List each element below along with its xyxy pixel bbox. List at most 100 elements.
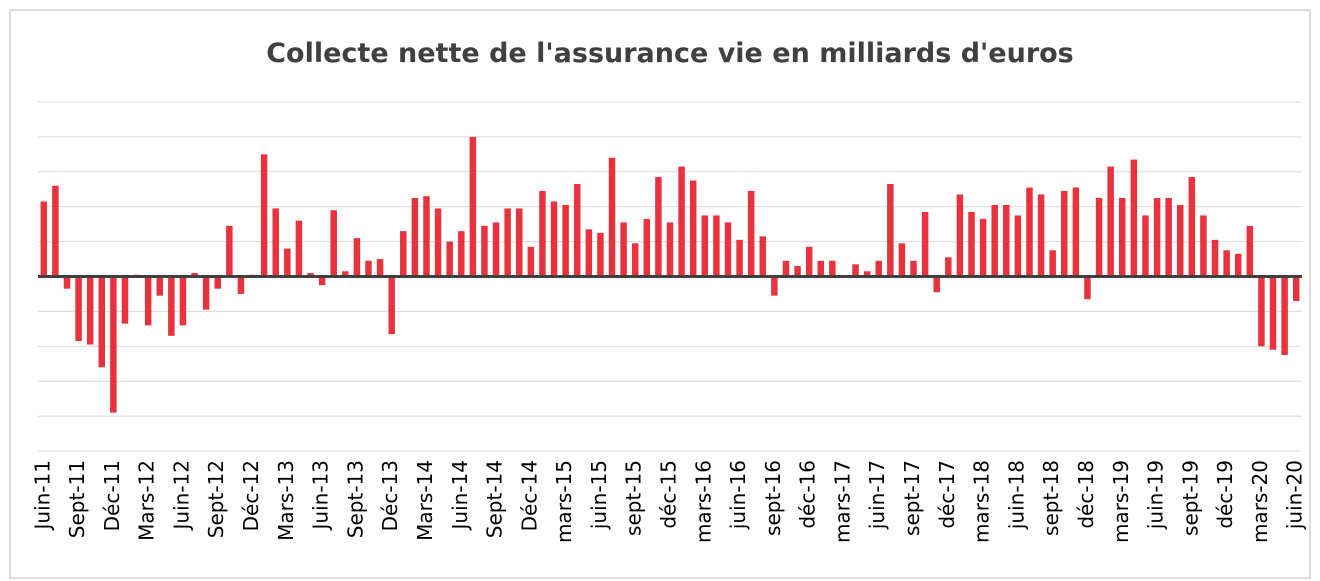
bar bbox=[237, 276, 245, 294]
x-tick-label: Sept-12 bbox=[204, 460, 228, 538]
bar bbox=[782, 260, 790, 277]
bar bbox=[1003, 204, 1010, 277]
bar bbox=[666, 222, 674, 277]
bar bbox=[376, 259, 384, 277]
x-tick-label: Juin-11 bbox=[30, 460, 54, 531]
bar bbox=[1026, 187, 1033, 277]
bar bbox=[1119, 197, 1126, 277]
bar bbox=[829, 260, 836, 277]
bar bbox=[191, 273, 198, 277]
x-tick-label: mars-17 bbox=[830, 460, 854, 543]
bar bbox=[121, 276, 129, 324]
x-tick-label: juin-20 bbox=[1283, 460, 1307, 530]
bar bbox=[910, 260, 917, 277]
bar bbox=[1095, 197, 1103, 277]
bar bbox=[504, 208, 511, 277]
bar bbox=[736, 239, 743, 277]
bar bbox=[921, 211, 929, 277]
bar bbox=[1142, 215, 1149, 277]
x-tick-label: juin-15 bbox=[587, 460, 611, 530]
bar bbox=[1200, 215, 1207, 277]
x-tick-label: juin-18 bbox=[1004, 460, 1028, 530]
bar bbox=[40, 201, 48, 277]
bar bbox=[434, 208, 442, 277]
bar bbox=[307, 273, 314, 277]
bar bbox=[817, 260, 824, 277]
x-tick-label: sept-18 bbox=[1039, 460, 1063, 536]
x-tick-label: Sept-11 bbox=[65, 460, 89, 538]
bar bbox=[759, 236, 767, 277]
bar bbox=[689, 180, 697, 277]
x-tick-label: Mars-14 bbox=[413, 460, 437, 541]
bar bbox=[388, 276, 395, 335]
x-tick-label: Déc-11 bbox=[100, 460, 124, 531]
bar bbox=[956, 194, 964, 277]
bar bbox=[724, 222, 732, 277]
bar bbox=[469, 136, 477, 277]
x-tick-label: Déc-13 bbox=[378, 460, 402, 531]
x-tick-label: mars-20 bbox=[1248, 460, 1272, 543]
x-tick-label: Mars-13 bbox=[274, 460, 298, 541]
bar bbox=[1246, 225, 1254, 277]
x-tick-label: Juin-14 bbox=[448, 460, 472, 531]
bar bbox=[400, 231, 407, 277]
bar bbox=[1084, 276, 1091, 300]
bar bbox=[527, 246, 535, 277]
bar bbox=[98, 276, 106, 368]
bar bbox=[1234, 253, 1242, 277]
x-tick-label: mars-15 bbox=[552, 460, 576, 543]
bar bbox=[747, 190, 755, 277]
bar bbox=[1292, 276, 1300, 301]
bar bbox=[1165, 197, 1172, 277]
bar bbox=[933, 276, 940, 293]
bar bbox=[260, 154, 268, 277]
bar bbox=[156, 276, 164, 296]
x-tick-label: Déc-14 bbox=[517, 460, 541, 531]
bar bbox=[678, 166, 685, 277]
bar bbox=[353, 238, 361, 277]
bar bbox=[1281, 276, 1288, 356]
bar bbox=[875, 260, 882, 277]
bar bbox=[701, 215, 709, 277]
x-tick-label: juin-17 bbox=[865, 460, 889, 530]
x-tick-label: déc-18 bbox=[1074, 460, 1098, 529]
bar bbox=[968, 211, 975, 277]
bar bbox=[771, 276, 778, 296]
bar bbox=[75, 276, 82, 342]
bar bbox=[1061, 190, 1068, 277]
bar bbox=[1188, 177, 1196, 277]
x-tick-label: sept-19 bbox=[1178, 460, 1202, 536]
bar bbox=[887, 184, 894, 277]
bar bbox=[1258, 276, 1265, 347]
bar bbox=[63, 276, 71, 289]
x-tick-label: Juin-13 bbox=[309, 460, 333, 531]
bar bbox=[284, 248, 291, 277]
x-tick-label: mars-16 bbox=[691, 460, 715, 543]
chart-frame bbox=[9, 9, 1311, 579]
x-tick-label: déc-17 bbox=[935, 460, 959, 529]
bar bbox=[365, 260, 372, 277]
bar bbox=[516, 208, 523, 277]
bar bbox=[1014, 215, 1022, 277]
bar bbox=[945, 257, 952, 277]
bar bbox=[318, 276, 326, 286]
bar bbox=[423, 196, 430, 277]
bar bbox=[979, 218, 987, 277]
bar bbox=[898, 243, 906, 277]
x-tick-label: Juin-12 bbox=[169, 460, 193, 531]
bar bbox=[458, 231, 465, 277]
bar bbox=[805, 246, 813, 277]
bar bbox=[214, 276, 221, 289]
x-tick-label: juin-16 bbox=[726, 460, 750, 530]
bar bbox=[52, 185, 59, 277]
bar bbox=[202, 276, 210, 310]
bar bbox=[1153, 197, 1161, 277]
bar bbox=[1176, 204, 1184, 277]
bar bbox=[1072, 187, 1080, 277]
bar bbox=[1211, 239, 1219, 277]
bar bbox=[481, 225, 488, 277]
x-tick-label: Sept-13 bbox=[343, 460, 367, 538]
bar bbox=[597, 232, 604, 277]
x-tick-label: juin-19 bbox=[1144, 460, 1168, 530]
